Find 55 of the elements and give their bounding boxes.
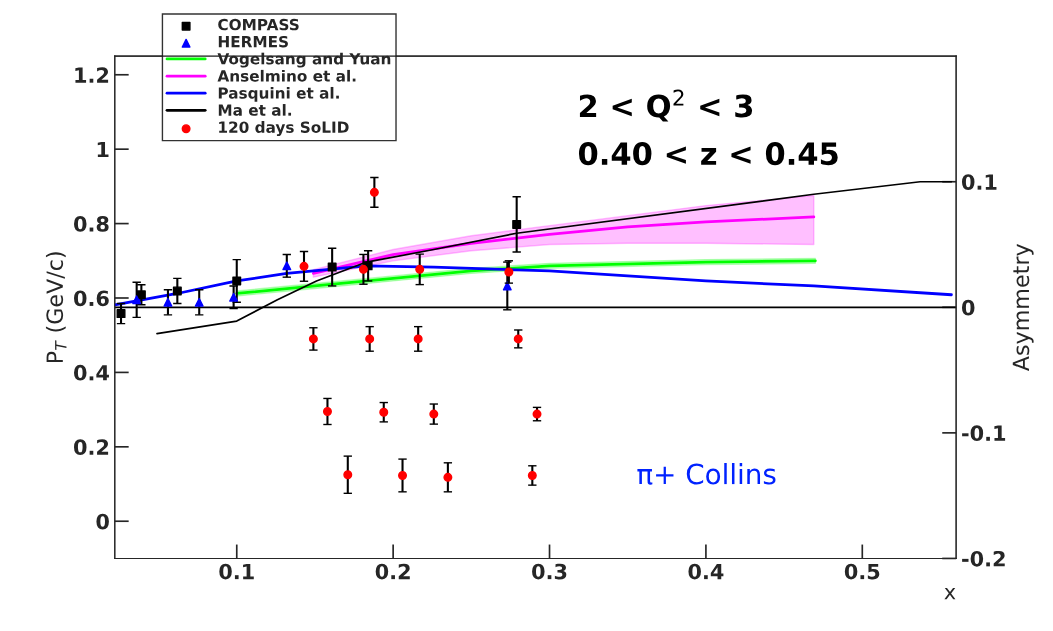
point [513,334,523,344]
legend-label: Ma et al. [218,104,292,116]
y2-axis-title: Asymmetry [1012,244,1034,372]
y2-tick-label: -0.2 [962,550,1005,567]
legend-label: Pasquini et al. [218,86,339,102]
point [282,261,292,271]
point [194,297,204,307]
point [327,262,337,272]
point [413,334,423,344]
y-tick-label: 0.8 [74,216,109,232]
point [358,264,368,274]
point [443,472,453,482]
annotation: 2 < Q$^{2}$ < 3 [579,89,753,122]
y-axis-title: P$_{T}$ (GeV/c) [45,252,67,363]
x-tick-label: 0.4 [688,563,724,580]
x-tick-label: 0.1 [219,563,254,580]
point [365,334,375,344]
y-tick-label: 0.4 [74,364,109,381]
point [322,406,332,416]
point [429,409,439,419]
y-tick-label: 0.2 [74,439,109,456]
point [136,290,146,300]
point [369,187,379,197]
point [415,264,425,274]
point [504,267,514,277]
point [163,297,173,307]
x-tick-label: 0.5 [844,563,880,580]
y2-tick-label: 0.1 [961,174,997,190]
y-tick-label: 0 [96,513,109,530]
annotation: 0.40 < z < 0.45 [578,142,838,166]
y-tick-label: 1 [97,141,109,158]
point [512,219,522,229]
x-tick-label: 0.2 [375,563,410,580]
x-axis-title: x [944,587,956,600]
point [132,295,142,305]
legend-label: 120 days SoLID [219,121,349,137]
point [299,261,309,271]
x-tick-label: 0.3 [532,563,567,580]
point [229,292,239,302]
point [343,470,353,480]
point [308,334,318,344]
legend-label: COMPASS [218,18,299,31]
point [172,286,182,296]
legend-label: Anselmino et al. [217,69,356,82]
y-tick-label: 0.6 [74,290,109,307]
point [527,470,537,480]
point [379,407,389,417]
point [232,276,242,286]
point [116,309,126,319]
annotation: π+ Collins [637,463,776,485]
y-tick-label: 1.2 [75,67,109,83]
point [398,470,408,480]
legend-label: HERMES [218,35,288,48]
y2-tick-label: -0.1 [962,425,1006,442]
y2-tick-label: 0 [961,299,975,316]
